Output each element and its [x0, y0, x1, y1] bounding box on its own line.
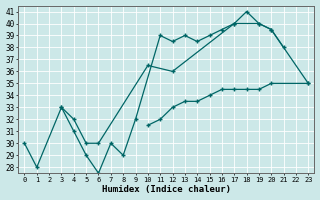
X-axis label: Humidex (Indice chaleur): Humidex (Indice chaleur): [102, 185, 231, 194]
